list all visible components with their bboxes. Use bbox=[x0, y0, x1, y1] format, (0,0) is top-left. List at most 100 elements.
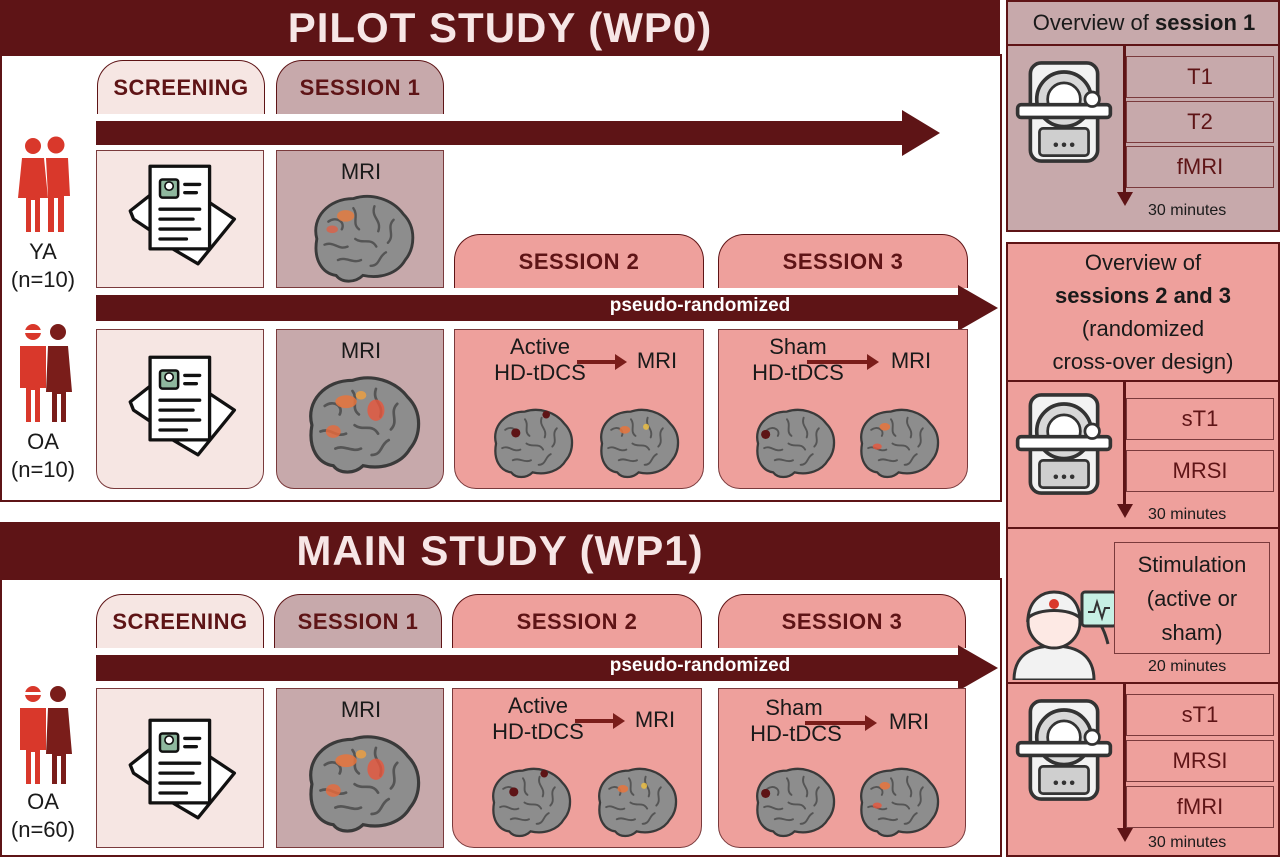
brain-icon bbox=[485, 404, 577, 480]
overview23-pre-item-st1: sT1 bbox=[1126, 398, 1274, 440]
overview23-post-item-fmri: fMRI bbox=[1126, 786, 1274, 828]
overview1-duration: 30 minutes bbox=[1148, 202, 1227, 219]
stimulation-text: Stimulation (active or sham) bbox=[1114, 548, 1270, 650]
session3-arrow bbox=[805, 715, 877, 731]
pilot-ya-screening-box bbox=[96, 150, 264, 288]
pilot-s2-target: MRI bbox=[636, 348, 678, 373]
overview1-item-fmri: fMRI bbox=[1126, 146, 1274, 188]
main-s3-line2: HD-tDCS bbox=[750, 721, 842, 746]
pilot-s3-target: MRI bbox=[890, 348, 932, 373]
overview23-line4: cross-over design) bbox=[1052, 349, 1234, 374]
mri-scanner-icon bbox=[1014, 388, 1114, 500]
brain-icon bbox=[301, 189, 421, 285]
main-s3-line1: Sham bbox=[765, 695, 823, 720]
brain-icon bbox=[297, 368, 425, 478]
overview-session1-bold: session 1 bbox=[1154, 10, 1256, 35]
overview-session1-title: Overview of session 1 bbox=[1008, 6, 1280, 39]
pilot-session2-box: Active HD-tDCS MRI bbox=[454, 329, 704, 489]
brain-icon bbox=[297, 727, 425, 837]
group-oa-main-label: OA (n=60) bbox=[0, 788, 86, 844]
overview23-title: Overview of sessions 2 and 3 (randomized… bbox=[1008, 246, 1278, 378]
pilot-s2-line2: HD-tDCS bbox=[494, 360, 586, 385]
main-mri-label: MRI bbox=[340, 697, 382, 722]
main-session2-box: Active HD-tDCS MRI bbox=[452, 688, 702, 848]
pilot-session3-box: Sham HD-tDCS MRI bbox=[718, 329, 968, 489]
group-oa-pilot-n: (n=10) bbox=[10, 457, 76, 482]
overview23-post-duration: 30 minutes bbox=[1148, 834, 1227, 851]
brain-icon bbox=[483, 763, 575, 839]
main-s2-target: MRI bbox=[634, 707, 676, 732]
overview23-post-item-st1: sT1 bbox=[1126, 694, 1274, 736]
pilot-arrow-label: pseudo-randomized bbox=[609, 295, 791, 316]
stimulation-line1: Stimulation bbox=[1137, 552, 1247, 577]
stimulation-line2: (active or bbox=[1146, 586, 1238, 611]
group-ya-label: YA (n=10) bbox=[0, 238, 86, 294]
brain-icon bbox=[747, 404, 839, 480]
brain-icon bbox=[589, 763, 681, 839]
pilot-s3-line2: HD-tDCS bbox=[752, 360, 844, 385]
main-tab-session-1: SESSION 1 bbox=[274, 594, 442, 648]
young-adults-icon bbox=[18, 136, 70, 232]
pilot-tab-screening: SCREENING bbox=[97, 60, 265, 114]
stimulation-box bbox=[1114, 542, 1270, 654]
session2-arrow bbox=[575, 713, 625, 729]
document-stack-icon bbox=[117, 711, 241, 827]
mri-scanner-icon bbox=[1014, 694, 1114, 806]
overview1-time-arrowhead bbox=[1117, 192, 1133, 206]
stimulation-cap-icon bbox=[1012, 590, 1118, 680]
brain-icon bbox=[591, 404, 683, 480]
mri-scanner-icon bbox=[1014, 56, 1114, 168]
pilot-tab-session-2: SESSION 2 bbox=[454, 234, 704, 288]
main-session1-box: MRI bbox=[276, 688, 444, 848]
main-session3-box: Sham HD-tDCS MRI bbox=[718, 688, 966, 848]
main-tab-screening: SCREENING bbox=[96, 594, 264, 648]
main-screening-box bbox=[96, 688, 264, 848]
group-oa-main-code: OA bbox=[27, 789, 59, 814]
main-s2-line1: Active bbox=[508, 693, 568, 718]
document-stack-icon bbox=[117, 159, 241, 271]
overview23-line3: (randomized bbox=[1081, 316, 1205, 341]
older-adults-main-icon bbox=[20, 686, 72, 784]
overview23-line1: Overview of bbox=[1084, 250, 1202, 275]
overview23-pre-duration: 30 minutes bbox=[1148, 506, 1227, 523]
session2-arrow bbox=[577, 354, 627, 370]
older-adults-icon bbox=[20, 324, 72, 422]
pilot-ya-timeline-arrow bbox=[96, 110, 940, 156]
group-oa-pilot-code: OA bbox=[27, 429, 59, 454]
overview1-time-line bbox=[1123, 46, 1126, 198]
pilot-tab-session-1: SESSION 1 bbox=[276, 60, 444, 114]
main-s2-line2: HD-tDCS bbox=[492, 719, 584, 744]
stimulation-line3: sham) bbox=[1161, 620, 1223, 645]
overview23-divider-1 bbox=[1008, 380, 1278, 382]
group-oa-main-n: (n=60) bbox=[10, 817, 76, 842]
brain-icon bbox=[851, 404, 943, 480]
pilot-ya-mri-label: MRI bbox=[340, 159, 382, 184]
main-s3-target: MRI bbox=[888, 709, 930, 734]
stimulation-duration: 20 minutes bbox=[1148, 658, 1227, 675]
overview1-item-t2: T2 bbox=[1126, 101, 1274, 143]
pilot-s2-line1: Active bbox=[510, 334, 570, 359]
overview-session1-prefix: Overview of bbox=[1032, 10, 1155, 35]
brain-icon bbox=[851, 763, 943, 839]
main-study-title: MAIN STUDY (WP1) bbox=[0, 522, 1000, 580]
overview23-post-item-mrsi: MRSI bbox=[1126, 740, 1274, 782]
pilot-tab-session-3: SESSION 3 bbox=[718, 234, 968, 288]
overview23-pre-item-mrsi: MRSI bbox=[1126, 450, 1274, 492]
pilot-ya-session1-box: MRI bbox=[276, 150, 444, 288]
session3-arrow bbox=[807, 354, 879, 370]
overview23-post-time-line bbox=[1123, 684, 1126, 832]
document-stack-icon bbox=[117, 348, 241, 464]
overview1-item-t1: T1 bbox=[1126, 56, 1274, 98]
overview23-divider-2 bbox=[1008, 527, 1278, 529]
group-oa-pilot-label: OA (n=10) bbox=[0, 428, 86, 484]
main-tab-session-3: SESSION 3 bbox=[718, 594, 966, 648]
main-timeline-arrow bbox=[96, 645, 998, 691]
pilot-s3-line1: Sham bbox=[769, 334, 827, 359]
overview1-divider bbox=[1008, 44, 1278, 46]
overview23-pre-time-line bbox=[1123, 382, 1126, 510]
overview23-post-arrowhead bbox=[1117, 828, 1133, 842]
pilot-oa-timeline-arrow bbox=[96, 285, 998, 331]
group-ya-n: (n=10) bbox=[10, 267, 76, 292]
brain-icon bbox=[747, 763, 839, 839]
overview23-line2: sessions 2 and 3 bbox=[1054, 283, 1232, 308]
